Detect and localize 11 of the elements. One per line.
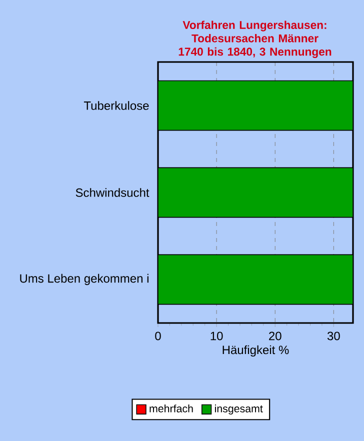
x-axis-title: Häufigkeit % — [222, 345, 289, 357]
x-tick-label: 0 — [155, 332, 161, 340]
x-tick-label: 20 — [269, 332, 282, 340]
x-tick-label: 30 — [327, 332, 340, 340]
y-tick-label: Schwindsucht — [76, 188, 150, 197]
legend-label: insgesamt — [215, 404, 263, 414]
x-tick-label: 10 — [210, 332, 223, 340]
legend-label: mehrfach — [150, 404, 193, 412]
y-tick-label: Ums Leben gekommen i — [20, 274, 148, 286]
chart-title: Vorfahren Lungershausen: Todesursachen Männer 1740 bis 1840, 3 Nennungen — [178, 20, 332, 58]
y-tick-label: Tuberkulose — [84, 101, 149, 110]
